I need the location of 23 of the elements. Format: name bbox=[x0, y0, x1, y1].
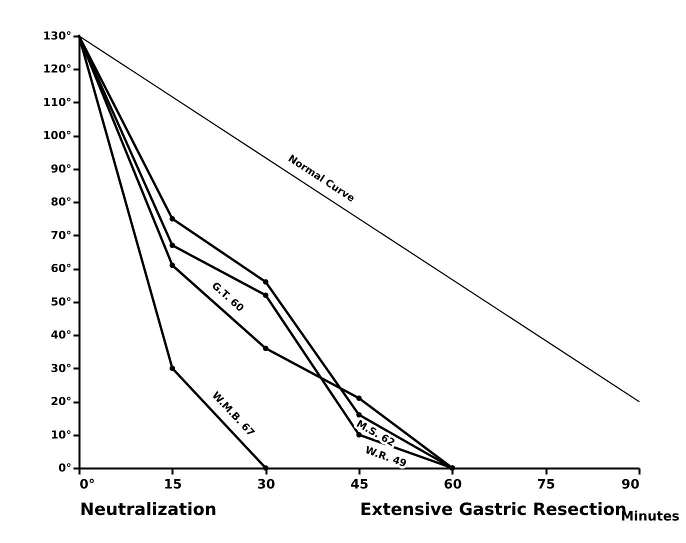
y-tick-label: 20° bbox=[50, 395, 72, 408]
x-tick-label: 90 bbox=[621, 478, 640, 492]
x-tick-label: 30 bbox=[257, 478, 276, 492]
text: Neutralization bbox=[80, 500, 217, 520]
x-tick-label: 60 bbox=[444, 478, 462, 492]
y-tick-label: 130° bbox=[43, 30, 72, 42]
y-tick-label: 70° bbox=[50, 228, 72, 242]
x-tick-label: 75 bbox=[537, 478, 556, 492]
y-tick-label: 30° bbox=[50, 362, 72, 375]
y-tick-label: 40° bbox=[50, 328, 72, 342]
x-tick-label: 15 bbox=[164, 478, 182, 492]
x-tick-label: 45 bbox=[350, 478, 369, 492]
y-tick-label: 10° bbox=[50, 428, 72, 442]
y-tick-label: 120° bbox=[43, 62, 72, 76]
x-tick-label: 0° bbox=[80, 478, 96, 492]
y-tick-label: 80° bbox=[50, 196, 72, 209]
y-tick-label: 110° bbox=[43, 96, 72, 109]
y-tick-label: 90° bbox=[50, 162, 72, 176]
y-tick-label: 0° bbox=[58, 462, 72, 474]
y-tick-label: 100° bbox=[43, 129, 72, 142]
text: W.R. 49 bbox=[363, 445, 408, 470]
y-tick-label: 50° bbox=[50, 295, 72, 308]
y-tick-label: 60° bbox=[50, 262, 72, 276]
